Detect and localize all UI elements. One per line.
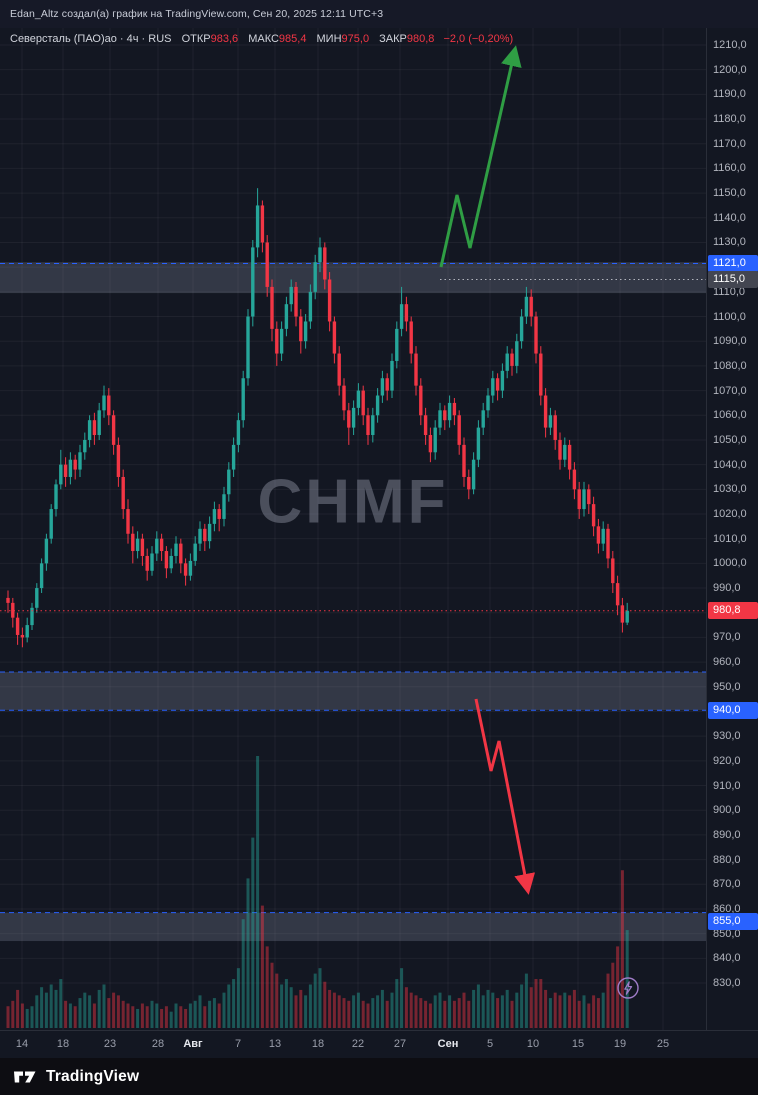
price-tick: 900,0 — [713, 804, 741, 817]
time-tick-month: Сен — [437, 1038, 459, 1050]
footer-bar: TradingView — [0, 1058, 758, 1095]
price-tick: 850,0 — [713, 927, 741, 940]
symbol-watermark: CHMF — [257, 467, 448, 536]
price-tick: 1140,0 — [713, 211, 746, 224]
candlestick-chart[interactable]: CHMF — [0, 28, 706, 1030]
time-tick: 5 — [486, 1038, 494, 1050]
price-tick: 860,0 — [713, 902, 741, 915]
price-tick: 1000,0 — [713, 557, 747, 570]
tradingview-logo-icon[interactable] — [13, 1067, 39, 1087]
chart-region: CHMF Северсталь (ПАО)ао · 4ч · RUS ОТКР9… — [0, 28, 758, 1058]
price-tick: 1180,0 — [713, 113, 746, 126]
price-tick: 910,0 — [713, 779, 741, 792]
price-tick: 970,0 — [713, 631, 741, 644]
time-tick: 27 — [393, 1038, 407, 1050]
flash-icon[interactable] — [615, 975, 641, 1001]
price-tick: 1100,0 — [713, 310, 746, 323]
price-tick: 840,0 — [713, 952, 741, 965]
price-tick: 1070,0 — [713, 384, 747, 397]
bearish-scenario-arrow — [474, 698, 536, 895]
price-tick: 1030,0 — [713, 483, 747, 496]
time-tick: 10 — [526, 1038, 540, 1050]
tradingview-brand-text[interactable]: TradingView — [46, 1067, 140, 1085]
time-tick: 18 — [56, 1038, 70, 1050]
open-label: ОТКР — [181, 33, 211, 45]
low-label: МИН — [316, 33, 342, 45]
level-lines — [0, 262, 706, 914]
price-chip: 940,0 — [708, 701, 758, 719]
high-value: 985,4 — [278, 33, 307, 45]
attribution-text: Edan_Altz создал(а) график на TradingVie… — [10, 8, 384, 20]
price-chip: 1115,0 — [708, 271, 758, 288]
price-tick: 1090,0 — [713, 335, 747, 348]
price-chip: 1121,0 — [708, 254, 758, 272]
price-tick: 1130,0 — [713, 236, 746, 249]
price-chip: 855,0 — [708, 912, 758, 930]
price-tick: 1050,0 — [713, 433, 747, 446]
price-chip: 980,8 — [708, 602, 758, 620]
price-tick: 1150,0 — [713, 187, 746, 200]
price-tick: 1080,0 — [713, 359, 747, 372]
price-tick: 890,0 — [713, 828, 741, 841]
price-tick: 1010,0 — [713, 532, 747, 545]
price-tick: 1060,0 — [713, 409, 747, 422]
time-tick: 7 — [234, 1038, 242, 1050]
price-tick: 870,0 — [713, 878, 741, 891]
open-value: 983,6 — [210, 33, 239, 45]
price-tick: 1020,0 — [713, 508, 747, 520]
time-tick: 25 — [656, 1038, 670, 1050]
grid-layer — [0, 28, 706, 1030]
price-tick: 950,0 — [713, 680, 741, 693]
price-tick: 930,0 — [713, 730, 741, 743]
price-tick: 960,0 — [713, 656, 741, 669]
time-tick: 19 — [613, 1038, 627, 1050]
time-tick: 13 — [268, 1038, 282, 1050]
candles-layer — [6, 188, 629, 648]
volume-bars — [6, 756, 629, 1028]
price-tick: 1210,0 — [713, 39, 747, 51]
time-tick: 28 — [151, 1038, 165, 1050]
supply-demand-zones — [0, 262, 706, 942]
bullish-scenario-arrow — [439, 45, 522, 268]
price-tick: 1040,0 — [713, 458, 747, 471]
attribution-bar: Edan_Altz создал(а) график на TradingVie… — [0, 0, 758, 28]
close-label: ЗАКР — [379, 33, 407, 45]
price-tick: 1170,0 — [713, 137, 746, 150]
time-tick: 14 — [15, 1038, 29, 1050]
time-tick: 15 — [571, 1038, 585, 1050]
low-value: 975,0 — [341, 33, 370, 45]
price-tick: 990,0 — [713, 582, 741, 595]
time-tick-month: Авг — [183, 1038, 203, 1050]
price-tick: 1110,0 — [713, 285, 746, 298]
change-value: −2,0 (−0,20%) — [443, 33, 514, 45]
time-tick: 22 — [351, 1038, 365, 1050]
price-tick: 1160,0 — [713, 162, 746, 175]
close-value: 980,8 — [406, 33, 435, 45]
high-label: МАКС — [248, 33, 279, 45]
price-tick: 830,0 — [713, 977, 741, 989]
symbol-title: Северсталь (ПАО)ао · 4ч · RUS — [10, 33, 172, 45]
price-axis[interactable]: 1210,0 1200,0 1190,0 1180,0 1170,0 1160,0 1150… — [706, 28, 758, 1030]
time-tick: 23 — [103, 1038, 117, 1050]
time-tick: 18 — [311, 1038, 325, 1050]
price-tick: 920,0 — [713, 754, 741, 767]
time-axis[interactable]: 14 18 23 28 Авг 7 13 18 22 27 Сен 5 10 15 19 25 — [0, 1030, 758, 1058]
price-tick: 880,0 — [713, 853, 741, 866]
price-tick: 1200,0 — [713, 63, 747, 76]
price-tick: 1190,0 — [713, 88, 746, 101]
symbol-legend-row[interactable]: Северсталь (ПАО)ао · 4ч · RUS ОТКР983,6 … — [10, 33, 513, 45]
